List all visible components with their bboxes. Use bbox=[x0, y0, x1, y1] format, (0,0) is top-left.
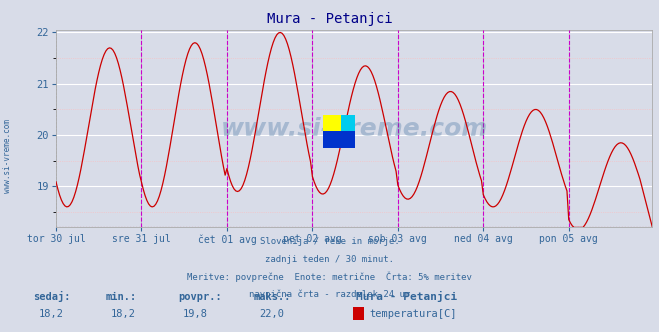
Text: temperatura[C]: temperatura[C] bbox=[369, 309, 457, 319]
Text: maks.:: maks.: bbox=[254, 292, 291, 302]
Text: zadnji teden / 30 minut.: zadnji teden / 30 minut. bbox=[265, 255, 394, 264]
Text: 18,2: 18,2 bbox=[38, 309, 63, 319]
Text: povpr.:: povpr.: bbox=[178, 292, 221, 302]
Text: Mura - Petanjci: Mura - Petanjci bbox=[267, 12, 392, 26]
Text: Meritve: povprečne  Enote: metrične  Črta: 5% meritev: Meritve: povprečne Enote: metrične Črta:… bbox=[187, 272, 472, 283]
Text: Slovenija / reke in morje.: Slovenija / reke in morje. bbox=[260, 237, 399, 246]
Text: min.:: min.: bbox=[105, 292, 136, 302]
Bar bbox=[341, 115, 355, 131]
Text: www.si-vreme.com: www.si-vreme.com bbox=[221, 117, 488, 141]
Text: navpična črta - razdelek 24 ur: navpična črta - razdelek 24 ur bbox=[249, 289, 410, 299]
Text: sedaj:: sedaj: bbox=[33, 291, 71, 302]
Text: Mura - Petanjci: Mura - Petanjci bbox=[356, 291, 457, 302]
Text: 18,2: 18,2 bbox=[111, 309, 136, 319]
Bar bbox=[323, 115, 341, 131]
Bar bbox=[323, 131, 355, 148]
Text: 19,8: 19,8 bbox=[183, 309, 208, 319]
Text: www.si-vreme.com: www.si-vreme.com bbox=[3, 119, 13, 193]
Text: 22,0: 22,0 bbox=[259, 309, 284, 319]
